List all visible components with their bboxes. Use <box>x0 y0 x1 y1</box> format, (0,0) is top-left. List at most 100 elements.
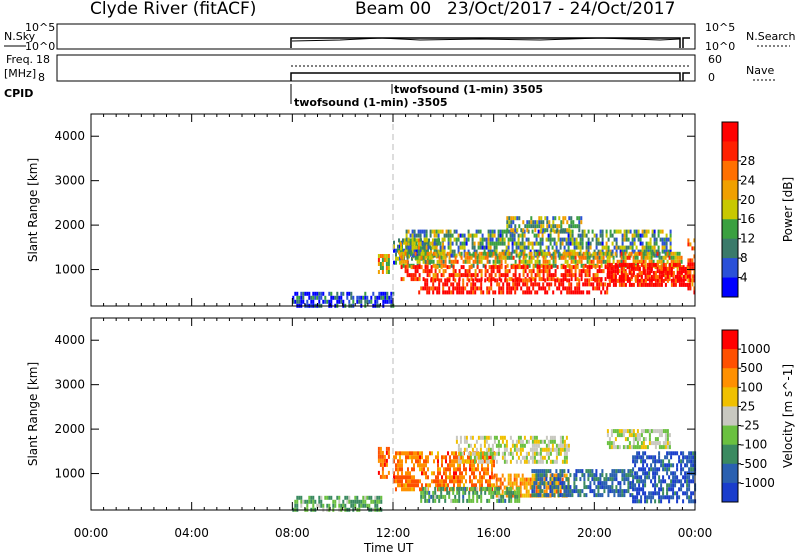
velocity-cell <box>409 487 411 492</box>
power-cell <box>382 299 385 304</box>
power-cell <box>387 270 390 274</box>
velocity-cell <box>419 487 421 492</box>
power-cell <box>438 282 441 287</box>
velocity-cell <box>577 493 580 498</box>
power-cell <box>407 237 410 242</box>
power-cell <box>418 265 421 270</box>
velocity-cell <box>481 455 483 460</box>
velocity-cell <box>413 475 415 480</box>
power-cell <box>652 270 655 275</box>
velocity-cell <box>543 473 546 478</box>
power-cell <box>556 265 559 270</box>
velocity-cell <box>428 490 431 495</box>
velocity-cell <box>338 499 341 504</box>
velocity-cell <box>506 490 509 495</box>
power-cell <box>578 273 581 278</box>
velocity-cell <box>662 445 665 450</box>
velocity-cell <box>475 447 478 452</box>
velocity-cell <box>527 451 530 456</box>
velocity-cell <box>688 467 691 472</box>
velocity-cell <box>525 477 528 482</box>
velocity-cell <box>477 451 480 456</box>
power-cell <box>624 270 627 275</box>
power-cell <box>564 259 567 264</box>
velocity-colorbar-tick-label: -1000 <box>740 476 775 490</box>
power-cell <box>644 282 647 287</box>
velocity-cell <box>479 447 482 452</box>
velocity-cell <box>638 451 641 456</box>
power-cell <box>480 259 483 264</box>
velocity-cell <box>413 455 415 460</box>
velocity-cell <box>658 445 661 450</box>
velocity-cell <box>654 479 657 484</box>
power-cell <box>500 273 503 278</box>
velocity-cell <box>419 459 421 464</box>
velocity-cell <box>593 489 596 494</box>
power-cell <box>595 241 598 246</box>
power-cell <box>510 228 513 233</box>
power-cell <box>419 233 422 238</box>
velocity-cell <box>469 479 471 484</box>
power-cell <box>616 278 619 283</box>
velocity-cell <box>654 475 657 480</box>
velocity-cell <box>613 489 616 494</box>
power-cell <box>458 282 461 287</box>
power-cell <box>400 259 403 264</box>
power-cell <box>464 251 467 256</box>
velocity-cell <box>455 479 457 484</box>
power-cell <box>572 220 575 225</box>
velocity-cell <box>551 493 554 498</box>
velocity-cell <box>523 477 526 482</box>
velocity-cell <box>607 485 610 490</box>
velocity-cell <box>658 467 661 472</box>
velocity-cell <box>493 459 495 464</box>
velocity-cell <box>672 475 675 480</box>
power-cell <box>688 274 691 279</box>
velocity-cell <box>504 490 507 495</box>
power-cell <box>429 241 432 246</box>
velocity-cell <box>493 483 495 488</box>
velocity-cell <box>622 433 625 438</box>
power-cell <box>485 245 488 250</box>
velocity-cell <box>668 451 671 456</box>
power-cell <box>618 262 621 267</box>
power-cell <box>493 233 496 238</box>
power-cell <box>691 282 694 287</box>
power-cell <box>306 291 309 296</box>
power-cell <box>533 249 536 254</box>
power-cell <box>538 224 541 229</box>
power-cell <box>471 237 474 242</box>
power-cell <box>504 251 507 256</box>
power-cell <box>403 240 405 245</box>
velocity-cell <box>559 485 562 490</box>
power-cell <box>488 259 491 264</box>
velocity-cell <box>640 433 643 438</box>
power-cell <box>689 242 692 247</box>
velocity-cell <box>464 490 467 495</box>
power-y-tick-label: 3000 <box>54 174 85 188</box>
velocity-cell <box>419 467 421 472</box>
velocity-cell <box>450 486 453 491</box>
power-cell <box>596 273 599 278</box>
velocity-cell <box>666 445 669 450</box>
power-cell <box>395 256 397 261</box>
power-cell <box>661 241 664 246</box>
velocity-cell <box>487 447 490 452</box>
velocity-cell <box>417 451 419 456</box>
power-cell <box>360 299 363 304</box>
velocity-cell <box>397 483 399 488</box>
power-cell <box>530 290 533 295</box>
power-colorbar-tick-label: 20 <box>740 193 755 207</box>
power-cell <box>413 241 416 246</box>
power-cell <box>570 255 573 260</box>
power-cell <box>598 255 601 260</box>
velocity-cell <box>354 495 357 500</box>
time-axis: 00:00 04:00 08:00 12:00 16:00 20:00 00:00 <box>74 526 713 540</box>
power-cell <box>463 237 466 242</box>
power-cell <box>471 241 474 246</box>
velocity-cell <box>599 493 602 498</box>
power-cell <box>442 242 444 247</box>
velocity-cell <box>565 459 568 464</box>
velocity-cell <box>575 477 578 482</box>
power-cell <box>620 274 623 279</box>
